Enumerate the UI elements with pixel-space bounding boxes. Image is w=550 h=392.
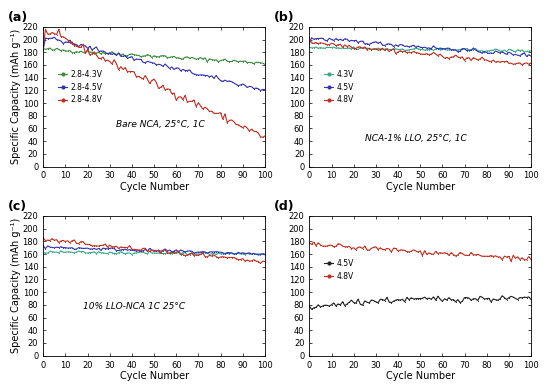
Text: Bare NCA, 25°C, 1C: Bare NCA, 25°C, 1C <box>117 120 205 129</box>
Legend: 4.5V, 4.8V: 4.5V, 4.8V <box>324 259 354 281</box>
X-axis label: Cycle Number: Cycle Number <box>119 371 189 381</box>
X-axis label: Cycle Number: Cycle Number <box>386 182 455 192</box>
Text: (c): (c) <box>8 200 27 213</box>
Text: 10% LLO-NCA 1C 25°C: 10% LLO-NCA 1C 25°C <box>83 302 185 311</box>
Y-axis label: Specific Capacity (mAh g⁻¹): Specific Capacity (mAh g⁻¹) <box>11 29 21 164</box>
X-axis label: Cycle Number: Cycle Number <box>119 182 189 192</box>
Text: (b): (b) <box>274 11 294 24</box>
X-axis label: Cycle Number: Cycle Number <box>386 371 455 381</box>
Legend: 4.3V, 4.5V, 4.8V: 4.3V, 4.5V, 4.8V <box>324 70 354 104</box>
Text: (a): (a) <box>8 11 28 24</box>
Legend: 2.8-4.3V, 2.8-4.5V, 2.8-4.8V: 2.8-4.3V, 2.8-4.5V, 2.8-4.8V <box>58 70 102 104</box>
Text: (d): (d) <box>274 200 294 213</box>
Text: NCA-1% LLO, 25°C, 1C: NCA-1% LLO, 25°C, 1C <box>365 134 466 143</box>
Y-axis label: Specific Capacity (mAh g⁻¹): Specific Capacity (mAh g⁻¹) <box>11 218 21 354</box>
